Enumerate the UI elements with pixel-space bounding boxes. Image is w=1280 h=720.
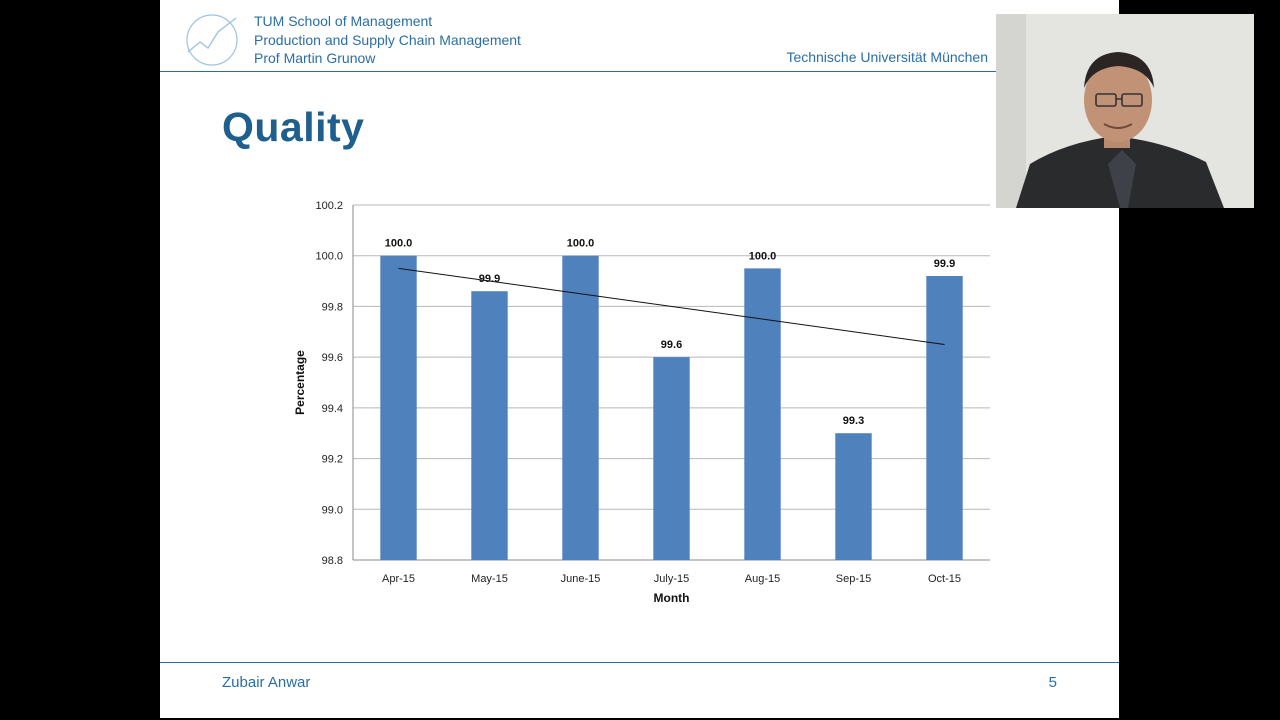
data-label: 99.9 xyxy=(479,273,500,285)
y-tick-label: 99.6 xyxy=(322,352,343,364)
data-label: 100.0 xyxy=(385,238,413,250)
school-name: TUM School of Management xyxy=(254,13,433,29)
data-label: 99.6 xyxy=(661,339,682,351)
header-divider xyxy=(160,71,1119,72)
slide-title: Quality xyxy=(222,104,365,150)
university-name: Technische Universität München xyxy=(786,49,988,65)
chair-name: Production and Supply Chain Management xyxy=(254,32,521,48)
page-number: 5 xyxy=(1048,674,1057,691)
y-axis-title: Percentage xyxy=(293,350,307,415)
bar-oct-15 xyxy=(926,276,963,560)
y-tick-label: 99.4 xyxy=(322,403,343,415)
x-tick-label: June-15 xyxy=(561,573,601,585)
y-tick-label: 98.8 xyxy=(322,555,343,567)
x-tick-label: Aug-15 xyxy=(745,573,780,585)
x-tick-label: Apr-15 xyxy=(382,573,415,585)
x-tick-label: July-15 xyxy=(654,573,689,585)
y-tick-label: 99.8 xyxy=(322,301,343,313)
x-tick-label: Oct-15 xyxy=(928,573,961,585)
quality-bar-chart: 98.8 99.0 99.2 99.4 99.6 99.8 100.0 100.2 100.0 A… xyxy=(293,200,990,605)
author-name: Zubair Anwar xyxy=(222,674,311,691)
y-tick-label: 100.0 xyxy=(315,251,343,263)
bar-sep-15 xyxy=(835,433,872,560)
x-tick-label: May-15 xyxy=(471,573,508,585)
x-axis-title: Month xyxy=(654,591,690,605)
presenter-video-icon xyxy=(996,14,1254,208)
presenter-webcam xyxy=(996,14,1254,208)
slide: TUM School of Management Production and … xyxy=(160,0,1119,718)
professor-name: Prof Martin Grunow xyxy=(254,50,376,66)
bar-june-15 xyxy=(562,255,599,560)
bar-aug-15 xyxy=(744,268,781,560)
data-label: 99.9 xyxy=(934,258,955,270)
y-tick-label: 99.0 xyxy=(322,504,343,516)
data-label: 99.3 xyxy=(843,415,864,427)
data-label: 100.0 xyxy=(567,238,595,250)
x-tick-label: Sep-15 xyxy=(836,573,871,585)
data-label: 100.0 xyxy=(749,250,777,262)
bar-may-15 xyxy=(471,291,508,560)
footer-divider xyxy=(160,662,1119,663)
bar-apr-15 xyxy=(380,255,417,560)
trendline xyxy=(398,267,945,345)
y-tick-label: 99.2 xyxy=(322,454,343,466)
y-tick-label: 100.2 xyxy=(315,200,343,212)
tum-logo-icon xyxy=(186,14,238,66)
bar-july-15 xyxy=(653,357,690,560)
